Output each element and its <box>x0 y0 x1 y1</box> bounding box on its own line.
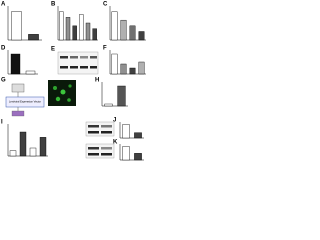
bar <box>85 22 91 41</box>
bar <box>111 11 118 41</box>
bar <box>129 67 136 75</box>
bar <box>79 14 84 41</box>
western-blot <box>85 121 115 159</box>
panel-label: B <box>51 2 56 8</box>
bar <box>120 63 127 75</box>
bar <box>138 61 145 75</box>
bar <box>117 85 126 107</box>
bar <box>104 103 113 107</box>
western-blot <box>57 51 99 75</box>
bar <box>28 34 39 41</box>
bar <box>9 150 17 157</box>
panel-label: D <box>1 46 6 52</box>
bar <box>29 147 37 157</box>
panel-label: C <box>103 2 108 8</box>
bar <box>122 124 130 139</box>
bar <box>65 17 71 41</box>
fluorescence-image <box>48 80 76 106</box>
bar <box>25 70 36 75</box>
bar <box>129 25 136 41</box>
panel-label: J <box>113 118 116 124</box>
bar <box>138 31 145 41</box>
figure: E G Lentiviral Expression Vector A B C D F H I… <box>0 0 150 162</box>
panel-label: G <box>1 78 6 84</box>
bar <box>59 11 64 41</box>
panel-label: A <box>1 2 6 8</box>
bar <box>134 153 142 161</box>
bar <box>72 25 77 41</box>
diagram-text: Lentiviral Expression Vector <box>9 100 41 104</box>
panel-label: I <box>1 120 3 126</box>
panel-label: K <box>113 140 118 146</box>
panel-label: H <box>95 78 99 84</box>
bar <box>39 137 47 157</box>
bar <box>134 132 142 139</box>
bar <box>122 146 130 161</box>
bar <box>19 131 27 157</box>
panel-label: F <box>103 46 107 52</box>
bar <box>92 28 97 41</box>
vector-diagram: Lentiviral Expression Vector <box>5 83 45 117</box>
bar <box>11 11 22 41</box>
panel-label: E <box>51 47 55 53</box>
bar <box>120 19 127 41</box>
bar <box>111 53 118 75</box>
bar <box>10 53 21 75</box>
